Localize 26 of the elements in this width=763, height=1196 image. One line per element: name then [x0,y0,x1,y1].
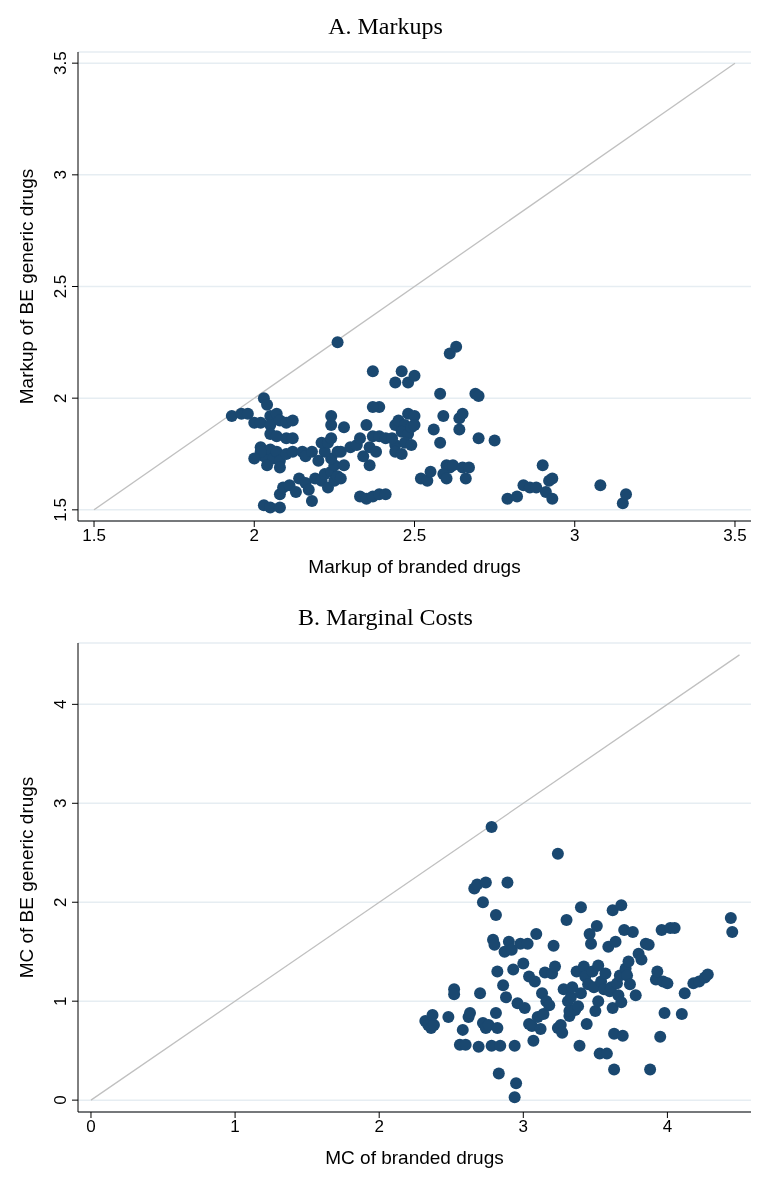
x-tick-label: 4 [662,1117,673,1137]
x-tick-label: 2 [249,526,259,546]
x-axis-title: MC of branded drugs [325,1147,504,1168]
y-tick-label: 0 [51,1095,70,1105]
x-tick-label: 1.5 [82,526,106,546]
y-tick-label: 3 [51,798,70,809]
y-tick-label: 3 [51,170,70,180]
y-tick-label: 4 [51,699,70,710]
y-axis-title: MC of BE generic drugs [15,776,37,979]
x-tick-label: 3 [570,526,580,546]
x-tick-label: 3 [518,1117,529,1137]
y-tick-label: 2 [51,897,70,907]
chart-title: A. Markups [327,12,444,41]
x-tick-label: 1 [230,1117,240,1137]
x-tick-label: 2 [374,1117,384,1137]
y-tick-label: 3.5 [51,51,70,75]
x-tick-label: 3.5 [723,526,747,546]
y-tick-label: 1.5 [51,498,70,522]
y-tick-label: 1 [51,996,70,1006]
x-tick-label: 0 [86,1117,96,1137]
chart-title: B. Marginal Costs [297,603,474,632]
y-tick-label: 2 [51,393,70,403]
y-axis-title: Markup of BE generic drugs [15,168,37,405]
y-tick-label: 2.5 [51,274,70,299]
x-tick-label: 2.5 [402,526,427,546]
x-axis-title: Markup of branded drugs [308,556,521,577]
